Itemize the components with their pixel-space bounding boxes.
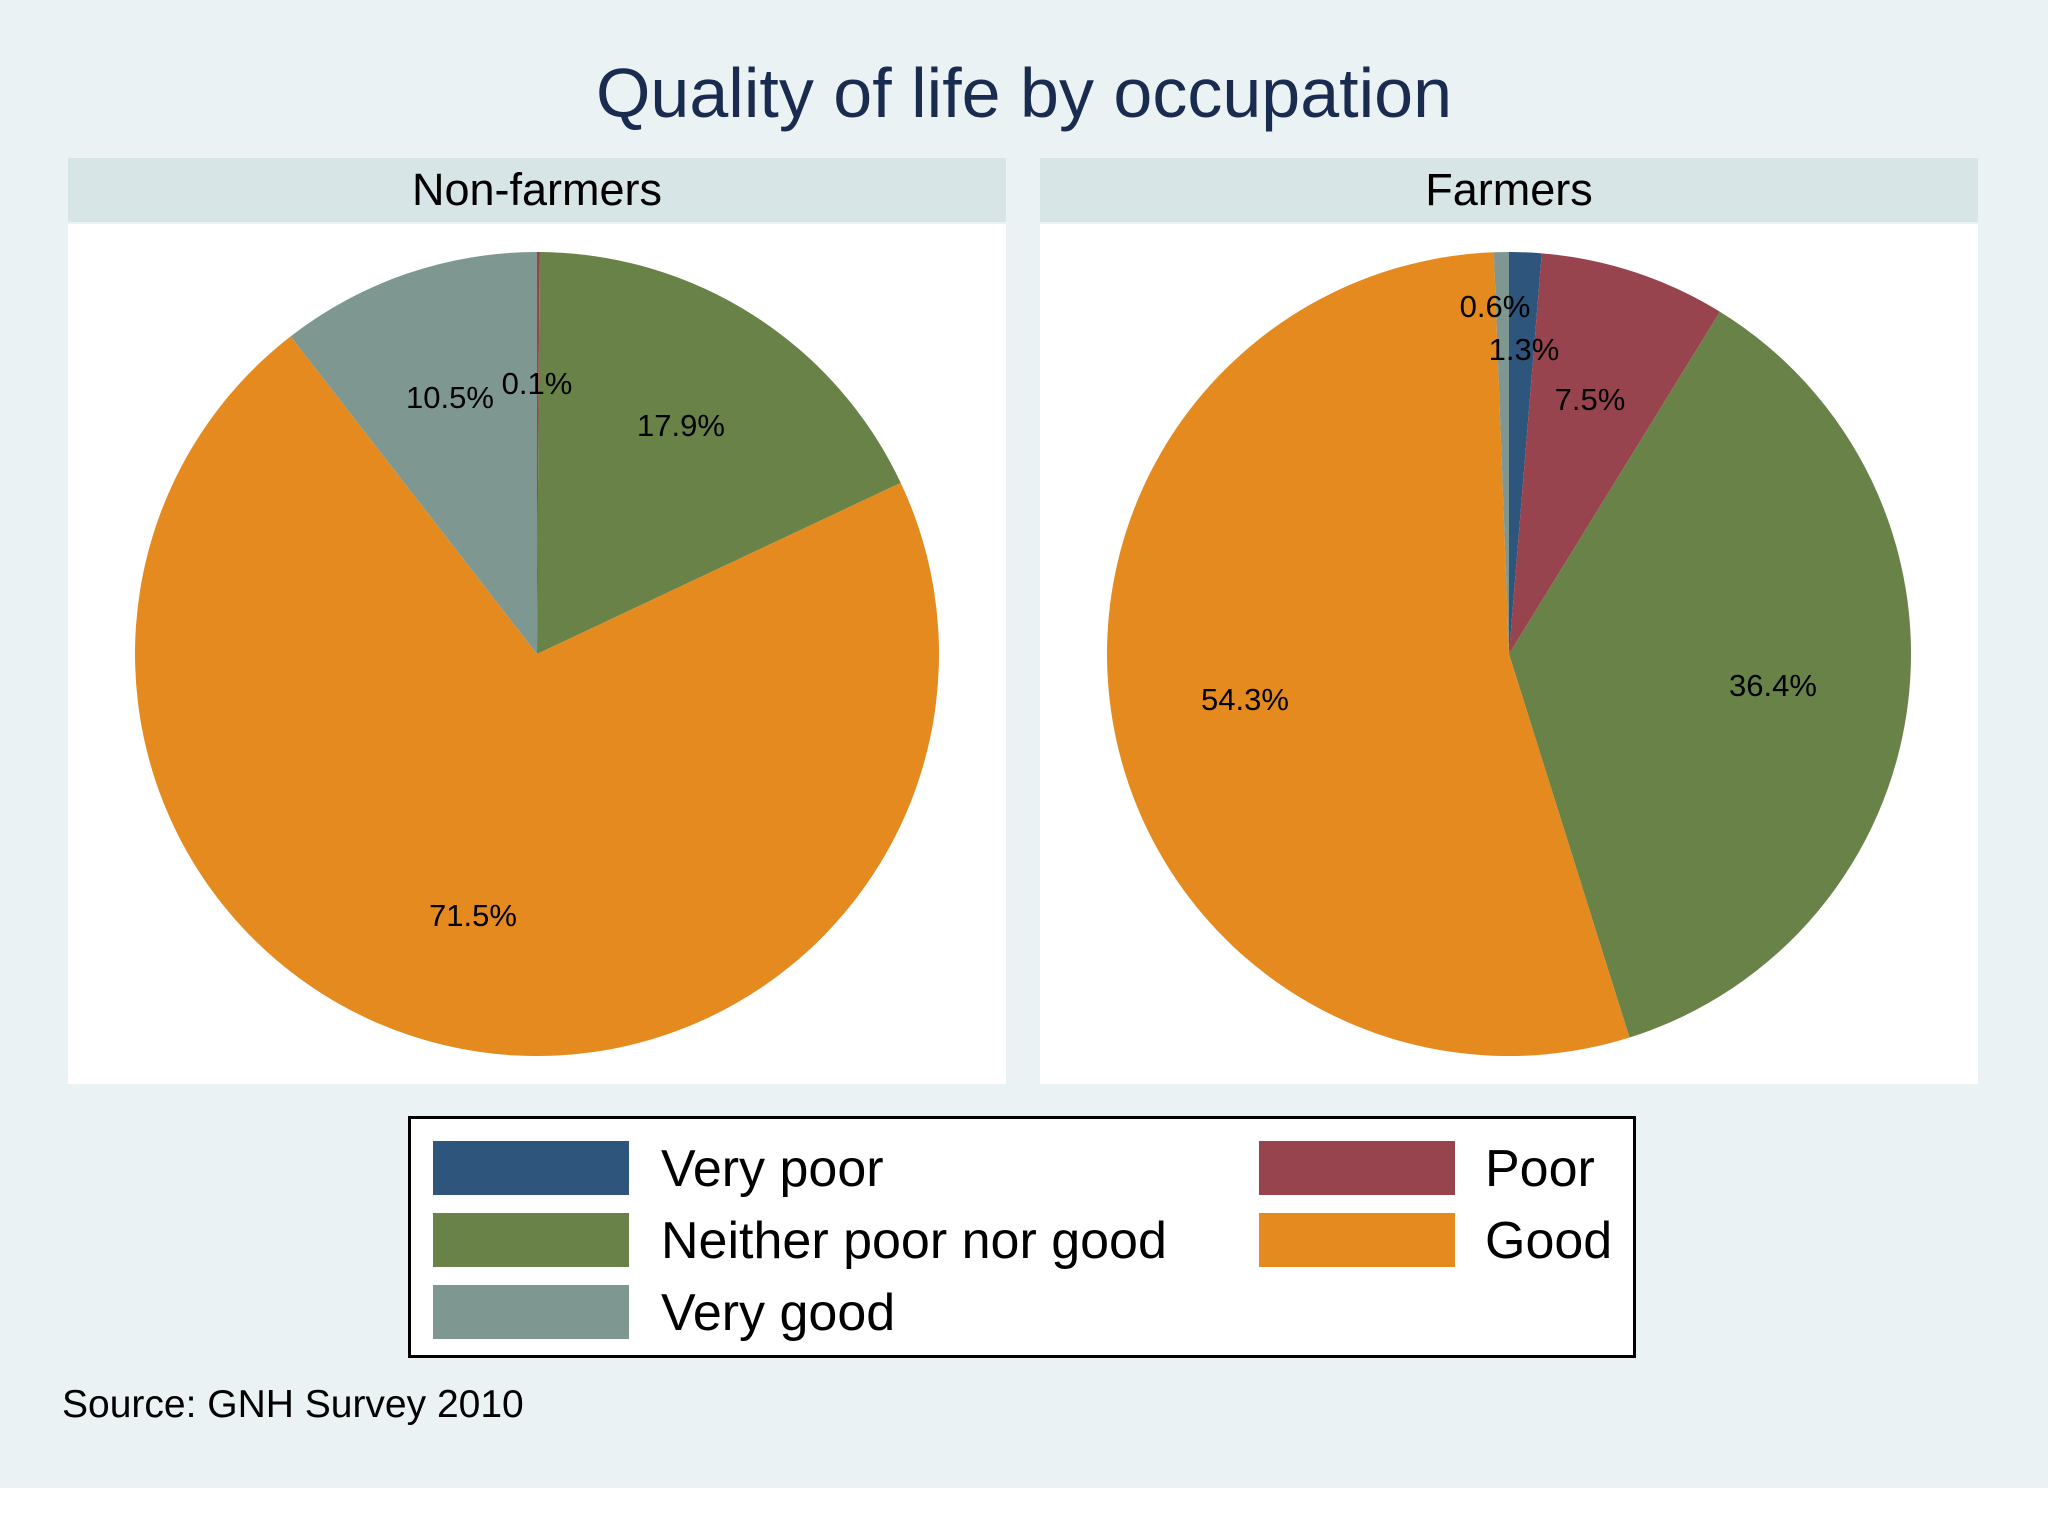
legend-swatch-poor [1259, 1141, 1455, 1195]
legend-label-very-good: Very good [661, 1284, 896, 1342]
slice-label-neither-poor-nor-good: 17.9% [637, 408, 725, 443]
legend-label-poor: Poor [1485, 1140, 1595, 1198]
plot-area-farmers: 1.3% 7.5% 36.4% 54.3% 0.6% [1040, 224, 1978, 1084]
panel-title-farmers: Farmers [1040, 158, 1978, 222]
panel-non-farmers: Non-farmers 0.1% 17.9% 71.5% 10.5% [68, 158, 1006, 1084]
panel-title-non-farmers: Non-farmers [68, 158, 1006, 222]
slice-label-poor: 7.5% [1555, 382, 1626, 417]
pie-chart-non-farmers: 0.1% 17.9% 71.5% 10.5% [134, 252, 939, 1057]
pie-slice-poor [1509, 253, 1720, 654]
legend-swatch-very-good [433, 1285, 629, 1339]
slice-label-neither-poor-nor-good: 36.4% [1729, 668, 1817, 703]
legend-swatch-very-poor [433, 1141, 629, 1195]
pie-slice-neither-poor-nor-good [1509, 311, 1912, 1038]
legend-swatch-good [1259, 1213, 1455, 1267]
pie-slice-neither-poor-nor-good [537, 252, 901, 654]
legend: Very poor Neither poor nor good Very goo… [408, 1116, 1636, 1358]
legend-label-good: Good [1485, 1212, 1613, 1270]
legend-label-very-poor: Very poor [661, 1140, 884, 1198]
slice-label-very-good: 10.5% [406, 380, 494, 415]
slice-label-good: 54.3% [1201, 682, 1289, 717]
chart-title: Quality of life by occupation [595, 54, 1453, 132]
slice-label-poor: 0.1% [502, 366, 573, 401]
pie-slice-poor [537, 252, 540, 654]
legend-swatch-neither [433, 1213, 629, 1267]
pie-slice-very-good [1493, 252, 1509, 654]
slice-label-good: 71.5% [429, 898, 517, 933]
plot-area-non-farmers: 0.1% 17.9% 71.5% 10.5% [68, 224, 1006, 1084]
pie-slice-good [1107, 252, 1630, 1057]
figure-background: Quality of life by occupation Non-farmer… [0, 0, 2048, 1488]
pie-slice-very-good [290, 252, 537, 654]
panel-farmers: Farmers 1.3% 7.5% 36.4% 54.3% 0.6% [1040, 158, 1978, 1084]
source-note: Source: GNH Survey 2010 [62, 1383, 524, 1426]
pie-chart-farmers: 1.3% 7.5% 36.4% 54.3% 0.6% [1107, 252, 1912, 1057]
pie-slice-good [134, 336, 939, 1057]
pie-slice-very-poor [1509, 252, 1542, 654]
slice-label-very-good: 0.6% [1460, 289, 1531, 324]
legend-label-neither: Neither poor nor good [661, 1212, 1167, 1270]
slice-label-very-poor: 1.3% [1489, 332, 1560, 367]
